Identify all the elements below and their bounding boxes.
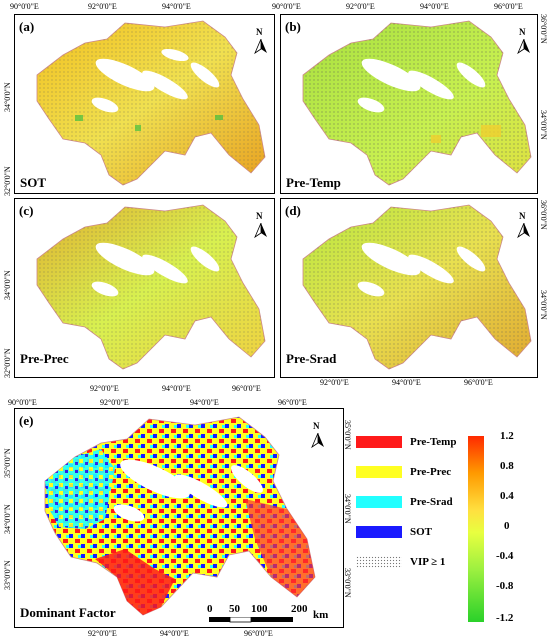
lat-label-33-e-right: 33°0'0"N <box>343 568 352 598</box>
north-arrow-icon: N <box>310 421 326 449</box>
lon-label-96-d: 96°0'0"E <box>464 378 493 387</box>
lon-label-90-e: 90°0'0"E <box>8 398 37 407</box>
map-c <box>36 204 266 370</box>
lat-label-34-d: 34°0'0"N <box>539 290 548 320</box>
panel-a-label: (a) <box>19 19 35 34</box>
lat-label-35-e-right: 35°0'0"N <box>343 420 352 450</box>
north-label: N <box>256 27 263 37</box>
panel-d-label: (d) <box>285 203 301 218</box>
panel-e: (e) Dominant Factor N 0 50 100 200 km <box>14 408 344 628</box>
north-arrow-icon: N <box>516 211 532 239</box>
panel-d-name: Pre-Srad <box>286 351 337 366</box>
lon-label-94-top-b: 94°0'0"E <box>420 2 449 11</box>
lon-label-92-c: 92°0'0"E <box>90 384 119 393</box>
colorbar-tick-2: 0.8 <box>500 460 514 472</box>
map-a <box>36 20 266 186</box>
panel-d: (d) Pre-Srad N <box>280 198 538 378</box>
colorbar-tick-4: 0 <box>504 520 510 532</box>
lon-label-92-top-b: 92°0'0"E <box>346 2 375 11</box>
lon-label-90-top: 90°0'0"E <box>10 2 39 11</box>
legend-swatch <box>356 436 402 449</box>
north-label: N <box>519 211 526 221</box>
panel-e-label: (e) <box>19 413 34 428</box>
scale-bar: 0 50 100 200 km <box>207 603 337 625</box>
legend-swatch-dots <box>356 556 402 569</box>
legend-vip: VIP ≥ 1 <box>356 556 445 570</box>
lon-label-96-e: 96°0'0"E <box>278 398 307 407</box>
north-label: N <box>519 27 526 37</box>
panel-a: (a) SOT N <box>14 14 275 194</box>
legend-swatch <box>356 526 402 539</box>
scale-label-200: 200 <box>291 603 308 615</box>
legend-swatch <box>356 496 402 509</box>
north-arrow-icon: N <box>516 27 532 55</box>
panel-a-name: SOT <box>20 175 47 190</box>
panel-b-label: (b) <box>285 19 301 34</box>
legend-sot: SOT <box>356 526 432 540</box>
panel-c-name: Pre-Prec <box>20 351 69 366</box>
map-b <box>302 20 532 186</box>
scale-label-100: 100 <box>251 603 268 615</box>
lon-label-94-top: 94°0'0"E <box>162 2 191 11</box>
lon-label-92-e-bottom: 92°0'0"E <box>88 629 117 638</box>
legend-label: Pre-Prec <box>410 466 452 478</box>
north-label: N <box>313 421 320 431</box>
lon-label-94-c: 94°0'0"E <box>162 384 191 393</box>
lat-label-35-e: 35°0'0"N <box>3 448 12 478</box>
lon-label-96-e-bottom: 96°0'0"E <box>244 629 273 638</box>
map-e <box>44 416 316 616</box>
map-d <box>302 204 532 370</box>
colorbar-tick-1: 1.2 <box>500 430 514 442</box>
scale-label-50: 50 <box>229 603 240 615</box>
legend-label: Pre-Srad <box>410 496 453 508</box>
panel-b: (b) Pre-Temp N <box>280 14 538 194</box>
legend-label: SOT <box>410 526 433 538</box>
panel-e-name: Dominant Factor <box>20 605 116 620</box>
lon-label-92-d: 92°0'0"E <box>320 378 349 387</box>
lat-label-36-b: 36°0'0"N <box>539 14 548 44</box>
panel-c-label: (c) <box>19 203 34 218</box>
legend-pre-temp: Pre-Temp <box>356 436 456 450</box>
legend-pre-prec: Pre-Prec <box>356 466 451 480</box>
legend-swatch <box>356 466 402 479</box>
colorbar-tick-5: -0.4 <box>496 550 514 562</box>
colorbar <box>468 436 484 622</box>
lon-label-94-e: 94°0'0"E <box>190 398 219 407</box>
legend-label: Pre-Temp <box>410 436 457 448</box>
colorbar-tick-6: -0.8 <box>496 580 514 592</box>
lat-label-34-e-right: 34°0'0"N <box>343 494 352 524</box>
lat-label-34-e: 34°0'0"N <box>3 504 12 534</box>
north-arrow-icon: N <box>253 27 269 55</box>
lon-label-92-e: 92°0'0"E <box>100 398 129 407</box>
colorbar-tick-7: -1.2 <box>496 612 514 624</box>
scale-label-0: 0 <box>207 603 213 615</box>
lat-label-34-c: 34°0'0"N <box>3 270 12 300</box>
panel-c: (c) Pre-Prec N <box>14 198 275 378</box>
lat-label-32-c: 32°0'0"N <box>3 348 12 378</box>
north-arrow-icon: N <box>253 211 269 239</box>
panel-b-name: Pre-Temp <box>286 175 341 190</box>
lat-label-36-d: 36°0'0"N <box>539 200 548 230</box>
lon-label-96-top-b: 96°0'0"E <box>494 2 523 11</box>
lat-label-32-a: 32°0'0"N <box>3 166 12 196</box>
lon-label-94-e-bottom: 94°0'0"E <box>160 629 189 638</box>
lon-label-94-d: 94°0'0"E <box>392 378 421 387</box>
lon-label-92-top: 92°0'0"E <box>88 2 117 11</box>
lon-label-96-c: 96°0'0"E <box>232 384 261 393</box>
north-label: N <box>256 211 263 221</box>
colorbar-tick-3: 0.4 <box>500 490 514 502</box>
legend-pre-srad: Pre-Srad <box>356 496 453 510</box>
lon-label-90-top-b: 90°0'0"E <box>272 2 301 11</box>
legend-label: VIP ≥ 1 <box>410 556 446 568</box>
lat-label-34-b: 34°0'0"N <box>539 110 548 140</box>
lat-label-33-e: 33°0'0"N <box>3 560 12 590</box>
lat-label-34-a: 34°0'0"N <box>3 82 12 112</box>
scale-unit: km <box>313 609 329 621</box>
